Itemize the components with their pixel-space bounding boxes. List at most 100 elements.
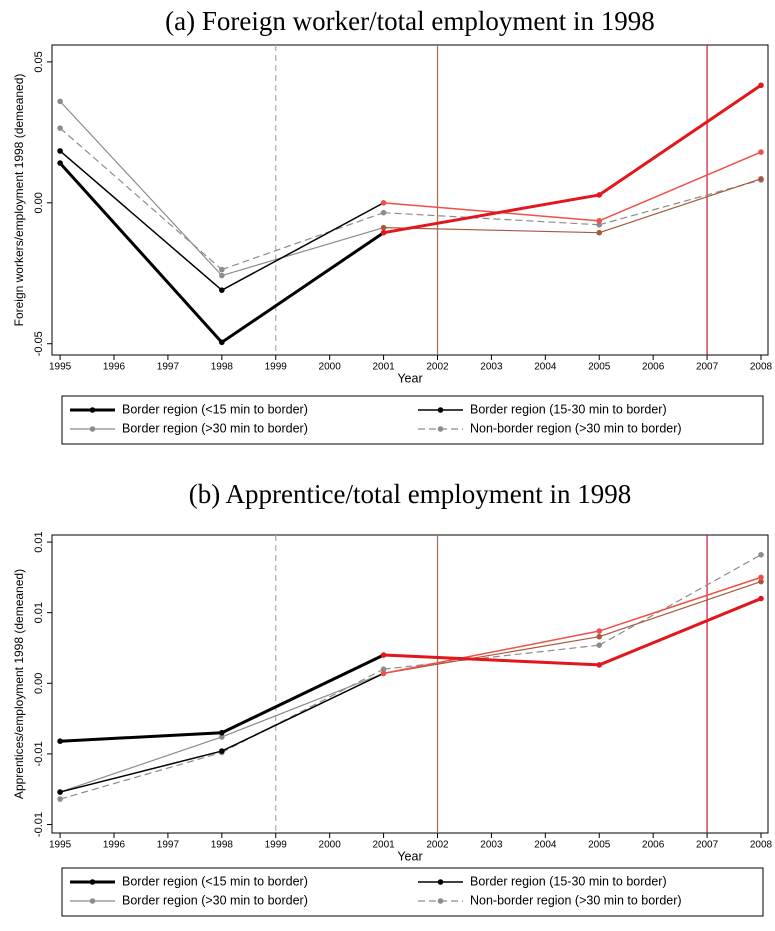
point xyxy=(380,209,387,216)
y-tick-label: 0.01 xyxy=(33,531,45,552)
point xyxy=(57,98,63,105)
line-segment xyxy=(599,178,762,234)
legend-label: Border region (15-30 min to border) xyxy=(470,874,667,888)
point xyxy=(57,738,63,744)
point xyxy=(596,218,603,224)
line-segment xyxy=(383,193,600,235)
line-segment xyxy=(221,672,384,738)
chart-title: (a) Foreign worker/total employment in 1… xyxy=(165,6,655,36)
legend-marker xyxy=(437,898,444,904)
x-tick-label: 1995 xyxy=(49,362,72,373)
x-tick-label: 1998 xyxy=(211,362,234,373)
point xyxy=(57,789,63,795)
x-tick-label: 2004 xyxy=(534,840,557,851)
point xyxy=(57,796,63,802)
point xyxy=(596,642,603,648)
plot-frame xyxy=(51,534,769,834)
y-tick-label: -0.01 xyxy=(33,741,45,766)
point xyxy=(219,748,225,754)
x-tick-label: 2007 xyxy=(696,362,719,373)
x-tick-label: 1996 xyxy=(103,362,126,373)
x-axis-label: Year xyxy=(397,849,422,863)
x-tick-label: 1996 xyxy=(103,840,126,851)
line-segment xyxy=(221,668,384,754)
x-tick-label: 2002 xyxy=(426,840,449,851)
point xyxy=(57,148,63,154)
legend xyxy=(61,867,764,917)
point xyxy=(758,595,764,602)
x-tick-label: 2001 xyxy=(372,362,395,373)
x-tick-label: 2005 xyxy=(588,362,611,373)
x-tick-label: 2000 xyxy=(319,362,342,373)
line-segment xyxy=(58,162,223,344)
point xyxy=(219,339,225,346)
point xyxy=(57,160,63,166)
point xyxy=(219,272,225,279)
y-tick-label: 0.01 xyxy=(33,602,45,623)
legend-label: Border region (15-30 min to border) xyxy=(470,402,667,416)
point xyxy=(380,670,387,677)
legend-marker xyxy=(89,426,96,432)
point xyxy=(57,125,63,131)
legend-marker xyxy=(89,879,96,885)
line-segment xyxy=(599,179,762,226)
legend-marker xyxy=(437,879,444,885)
line-segment xyxy=(221,672,384,752)
line-segment xyxy=(598,84,762,197)
line-segment xyxy=(599,576,762,632)
line-segment xyxy=(221,202,384,291)
y-tick-label: -0.01 xyxy=(33,812,45,837)
point xyxy=(758,149,764,155)
line-segment xyxy=(59,736,223,793)
line-segment xyxy=(221,212,384,271)
legend-marker xyxy=(437,407,444,413)
line-segment xyxy=(383,202,600,222)
x-tick-label: 1997 xyxy=(157,840,180,851)
y-tick-label: 0.00 xyxy=(33,192,45,213)
legend-label: Border region (>30 min to border) xyxy=(122,893,308,907)
point xyxy=(380,200,387,206)
x-tick-label: 1997 xyxy=(157,362,180,373)
line-segment xyxy=(383,630,600,675)
x-tick-label: 2007 xyxy=(696,840,719,851)
point xyxy=(758,574,764,581)
legend-label: Non-border region (>30 min to border) xyxy=(470,421,682,435)
legend-marker xyxy=(89,898,96,904)
point xyxy=(380,652,387,658)
legend-label: Border region (<15 min to border) xyxy=(122,402,308,416)
x-tick-label: 2003 xyxy=(480,840,503,851)
x-tick-label: 2008 xyxy=(750,840,773,851)
line-segment xyxy=(221,653,385,735)
point xyxy=(380,224,387,231)
y-axis-label: Foreign workers/employment 1998 (demeane… xyxy=(12,74,26,327)
line-segment xyxy=(221,227,384,277)
line-segment xyxy=(59,100,223,276)
point xyxy=(758,82,764,89)
x-tick-label: 1998 xyxy=(211,840,234,851)
x-tick-label: 2006 xyxy=(642,840,665,851)
x-tick-label: 2006 xyxy=(642,362,665,373)
x-tick-label: 1999 xyxy=(265,840,288,851)
point xyxy=(596,192,603,198)
x-tick-label: 2002 xyxy=(426,362,449,373)
line-segment xyxy=(220,231,385,344)
line-segment xyxy=(383,212,600,226)
line-segment xyxy=(383,227,600,234)
line-segment xyxy=(598,597,762,667)
legend-label: Border region (>30 min to border) xyxy=(122,421,308,435)
point xyxy=(219,266,225,273)
point xyxy=(596,222,603,228)
legend-label: Non-border region (>30 min to border) xyxy=(470,893,682,907)
legend-label: Border region (<15 min to border) xyxy=(122,874,308,888)
y-axis-label: Apprentices/employment 1998 (demeaned) xyxy=(12,569,26,799)
x-tick-label: 2003 xyxy=(480,362,503,373)
point xyxy=(758,578,764,585)
line-segment xyxy=(60,731,222,743)
line-segment xyxy=(383,636,600,674)
line-segment xyxy=(598,554,762,646)
line-segment xyxy=(598,151,762,222)
line-segment xyxy=(59,127,223,271)
x-tick-label: 1995 xyxy=(49,840,72,851)
legend-marker xyxy=(437,426,444,432)
